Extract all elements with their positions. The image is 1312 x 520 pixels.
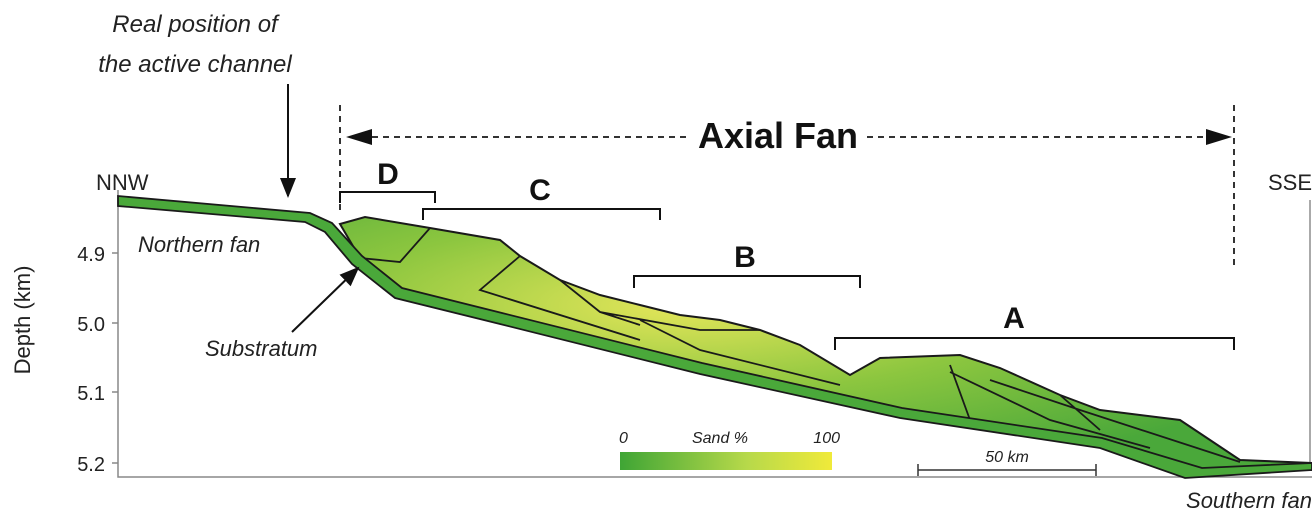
scale-label: 50 km xyxy=(985,449,1029,466)
direction: SSE xyxy=(1268,170,1312,195)
southern-label: Southern fan xyxy=(1186,488,1312,513)
unit-label: B xyxy=(734,241,756,274)
annotation-line: the active channel xyxy=(98,51,292,78)
bracket xyxy=(835,338,1234,350)
legend-min: 0 xyxy=(619,430,628,447)
legend-max: 100 xyxy=(813,430,840,447)
tick-label: 5.2 xyxy=(77,454,105,476)
unit-label: C xyxy=(529,174,551,207)
substratum-label: Substratum xyxy=(205,336,318,361)
tick-label: 4.9 xyxy=(77,244,105,266)
direction: NNW xyxy=(96,170,149,195)
annotation-line: Real position of xyxy=(112,11,280,38)
northern-label: Northern fan xyxy=(138,232,260,257)
bracket xyxy=(634,276,860,288)
unit-label: D xyxy=(377,158,399,191)
legend-gradient xyxy=(620,452,832,470)
substratum-arrow xyxy=(292,268,358,332)
title: Axial Fan xyxy=(698,115,858,156)
bracket xyxy=(340,192,435,203)
axis-label: Depth (km) xyxy=(10,266,35,375)
bracket xyxy=(423,209,660,220)
diagram: Real position of the active channel Axia… xyxy=(0,0,1312,520)
tick-label: 5.0 xyxy=(77,314,105,336)
legend-title: Sand % xyxy=(692,430,748,447)
tick-label: 5.1 xyxy=(77,383,105,405)
unit-label: A xyxy=(1003,302,1025,335)
